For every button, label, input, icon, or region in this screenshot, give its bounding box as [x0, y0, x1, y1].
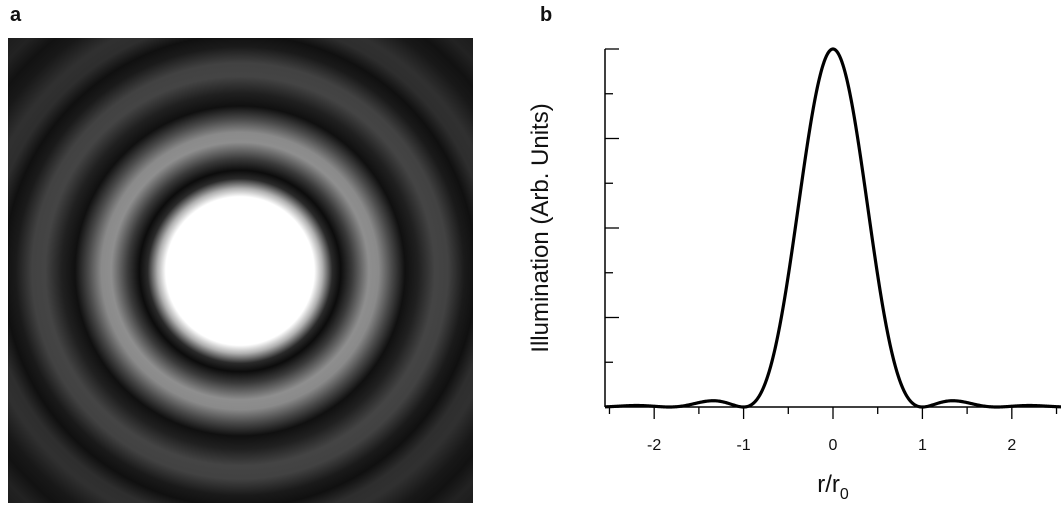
series-line: [604, 47, 1061, 409]
panel-label-b: b: [540, 4, 553, 26]
x-tick-label: -1: [736, 437, 750, 454]
chart-svg: -2 -1 0 1 2 Illumination (Arb. Units) r/r0: [527, 47, 1061, 503]
airy-disk-fill: [8, 38, 473, 503]
x-axis-title-subscript: 0: [840, 486, 849, 503]
x-tick-label: -2: [647, 437, 661, 454]
airy-disk-image: [8, 38, 473, 503]
x-axis: -2 -1 0 1 2: [605, 406, 1061, 454]
illumination-profile-chart: -2 -1 0 1 2 Illumination (Arb. Units) r/r0: [520, 30, 1061, 509]
panel-label-a: a: [10, 4, 22, 26]
x-tick-label: 1: [918, 437, 927, 454]
x-tick-label: 2: [1007, 437, 1016, 454]
airy-disk-svg: [8, 38, 473, 503]
x-tick-label: 0: [829, 437, 838, 454]
y-axis: [604, 48, 619, 408]
x-axis-title: r/r0: [817, 471, 849, 503]
x-axis-title-main: r/r: [817, 471, 840, 498]
y-axis-title: Illumination (Arb. Units): [527, 103, 554, 352]
